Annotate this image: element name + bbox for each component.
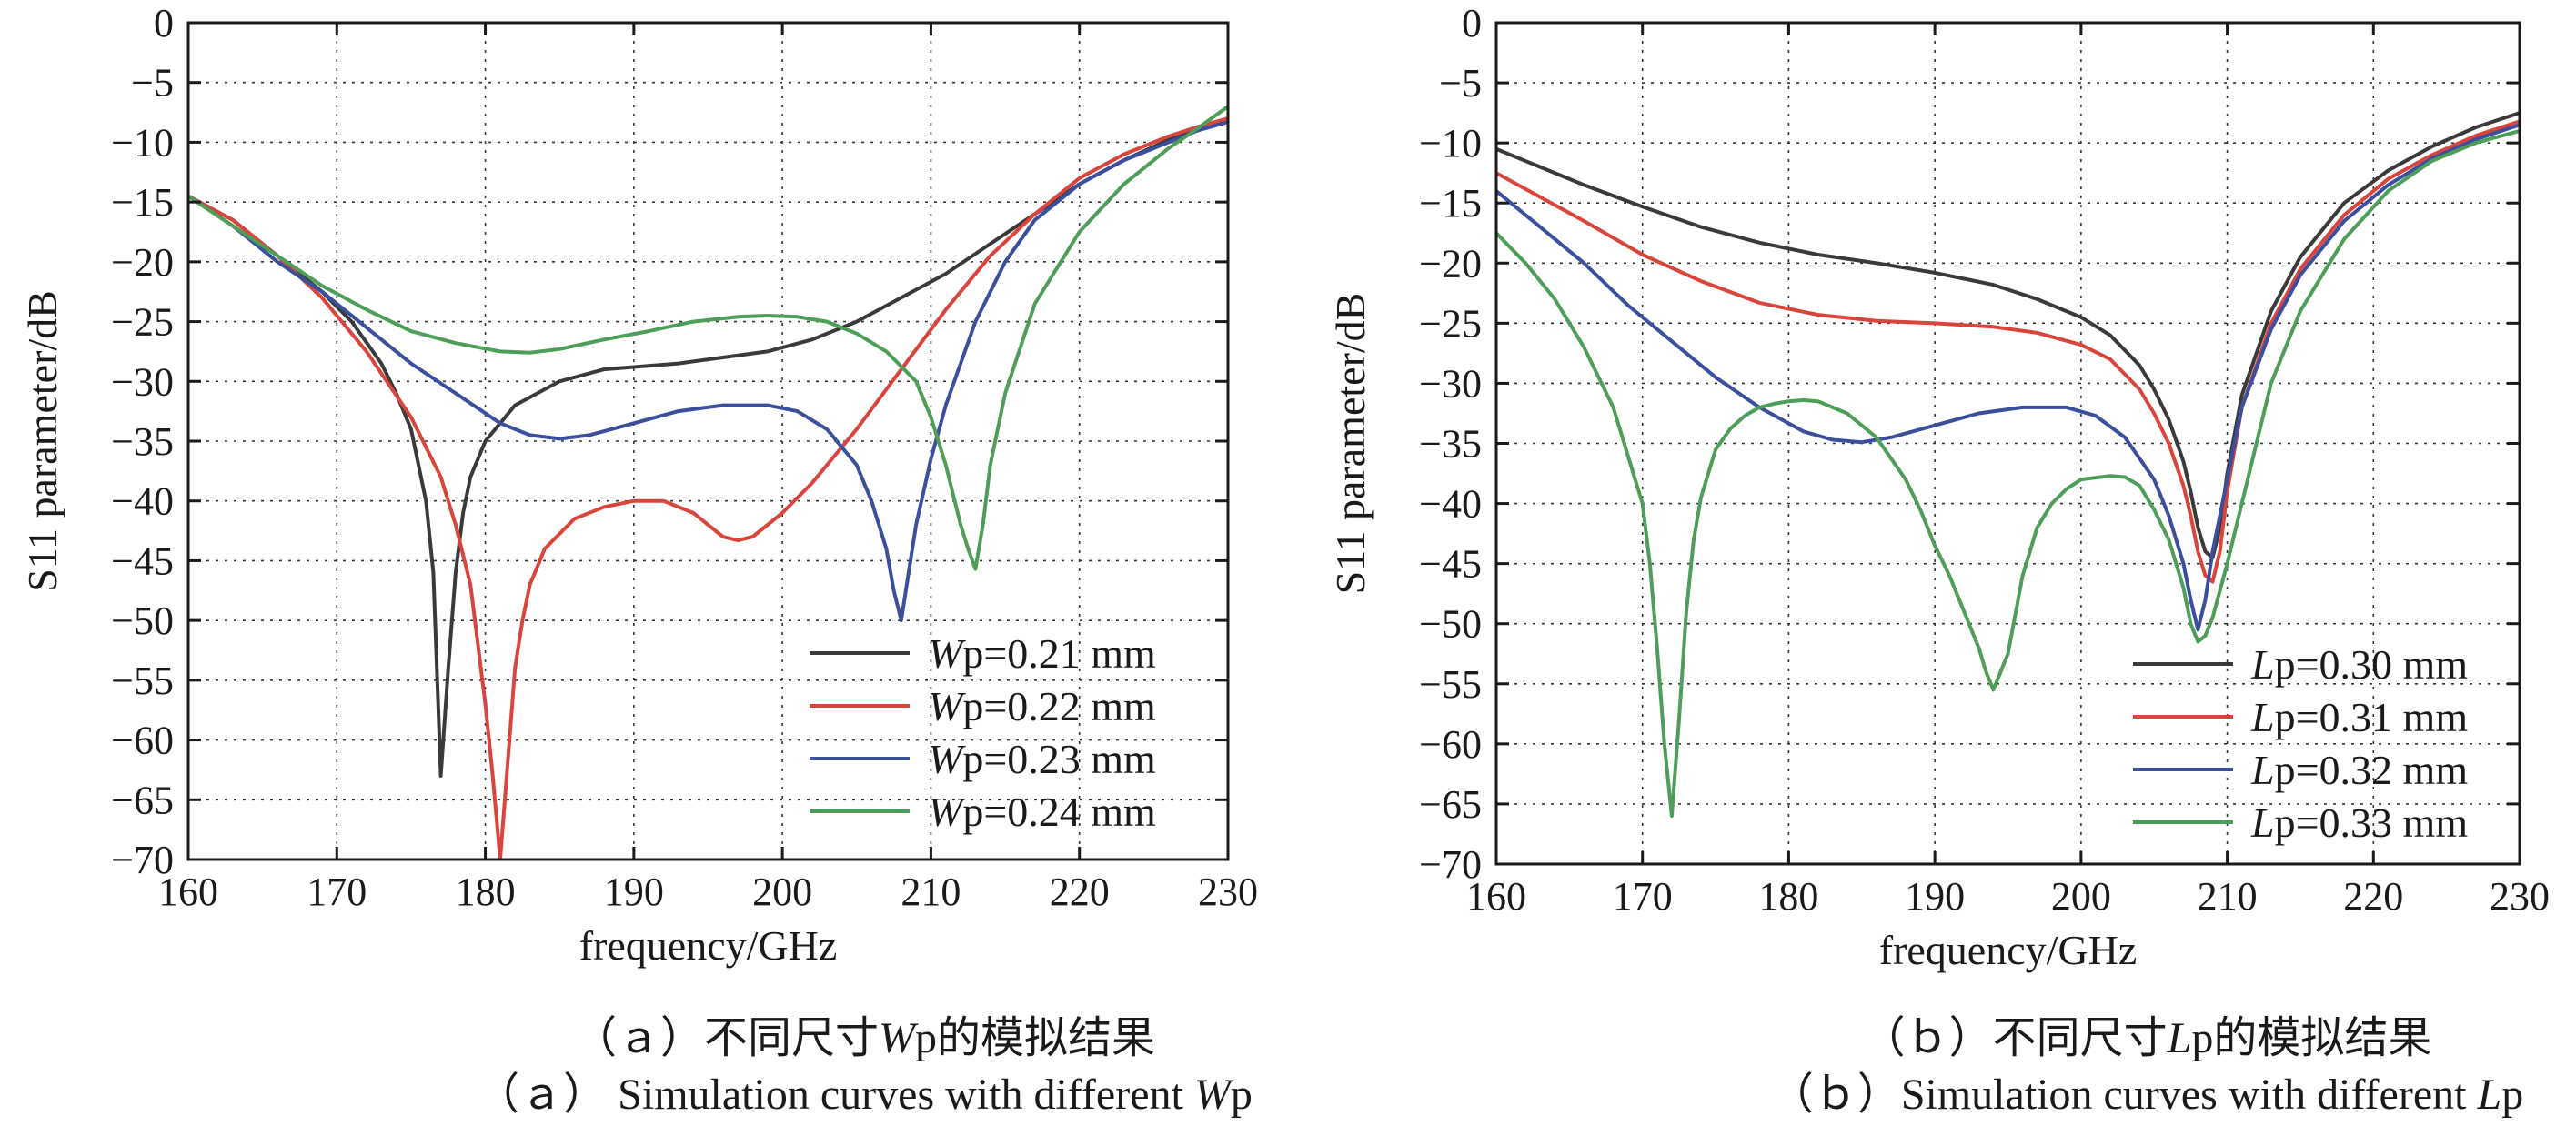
chart-panel-a: 160 170 180 190 200 210 220 230 0 −5 −10 −15 −20 −25 −… (19, 1, 1258, 969)
x-tick-label: 170 (307, 870, 367, 914)
x-axis-label: frequency/GHz (1879, 927, 2138, 973)
series-line-1 (1496, 111, 2520, 559)
series-line-4 (188, 105, 1228, 571)
legend-label-3: Lp=0.32 mm (2250, 747, 2468, 793)
y-axis-label: S11 parameter/dB (19, 290, 65, 592)
x-tick-label: 160 (1466, 874, 1526, 919)
chart-panel-b: 160 170 180 190 200 210 220 230 0 −5 −10 −15 −20 −25 −… (1327, 1, 2550, 973)
y-tick-label: −5 (1439, 61, 1482, 106)
series-line-2 (188, 116, 1228, 860)
y-tick-label: −20 (111, 240, 174, 285)
x-tick-label: 180 (456, 870, 516, 914)
series-line-4 (1496, 128, 2520, 819)
x-tick-label: 170 (1613, 874, 1673, 919)
y-tick-label: −45 (111, 538, 174, 583)
y-tick-label: −50 (111, 598, 174, 643)
series-line-3 (188, 120, 1228, 623)
series-line-3 (1496, 123, 2520, 632)
y-tick-label: −30 (111, 359, 174, 404)
legend-label-4: Wp=0.24 mm (928, 789, 1156, 835)
y-tick-label: −15 (1419, 181, 1482, 226)
y-tick-label: −45 (1419, 542, 1482, 587)
y-tick-label: −40 (1419, 482, 1482, 527)
y-tick-label: −30 (1419, 361, 1482, 406)
x-tick-label: 190 (604, 870, 664, 914)
y-tick-label: −55 (1419, 662, 1482, 707)
x-tick-label: 190 (1905, 874, 1965, 919)
legend-label-3: Wp=0.23 mm (928, 736, 1156, 782)
x-tick-label: 160 (158, 870, 218, 914)
x-tick-label: 220 (1050, 870, 1110, 914)
x-tick-label: 200 (752, 870, 812, 914)
legend-label-1: Lp=0.30 mm (2250, 641, 2468, 688)
legend-label-2: Wp=0.22 mm (928, 683, 1156, 729)
y-tick-label: −65 (111, 778, 174, 822)
y-tick-label: −65 (1419, 782, 1482, 827)
y-tick-label: −35 (1419, 422, 1482, 467)
y-tick-label: −60 (1419, 722, 1482, 767)
y-tick-label: −10 (1419, 121, 1482, 166)
y-tick-label: −20 (1419, 241, 1482, 286)
y-tick-label: −15 (111, 180, 174, 225)
x-axis-label: frequency/GHz (579, 922, 838, 969)
y-tick-label: 0 (1462, 1, 1482, 45)
y-tick-label: −55 (111, 659, 174, 703)
legend-label-4: Lp=0.33 mm (2250, 799, 2468, 846)
y-tick-label: −35 (111, 419, 174, 464)
y-tick-label: 0 (154, 1, 174, 45)
y-tick-label: −60 (111, 719, 174, 763)
y-tick-label: −5 (131, 61, 174, 106)
caption-b-english: （ｂ）Simulation curves with different Lp (1769, 1071, 2524, 1119)
x-tick-label: 210 (901, 870, 961, 914)
y-tick-label: −50 (1419, 602, 1482, 647)
x-tick-label: 200 (2051, 874, 2111, 919)
caption-b-chinese: （ｂ）不同尺寸Lp的模拟结果 (1861, 1014, 2432, 1062)
y-tick-label: −70 (1419, 842, 1482, 887)
series-line-1 (188, 116, 1228, 778)
legend-label-1: Wp=0.21 mm (928, 630, 1156, 677)
y-tick-label: −25 (111, 300, 174, 345)
x-tick-label: 230 (1198, 870, 1258, 914)
x-tick-label: 230 (2490, 874, 2550, 919)
caption-a-english: （ａ） Simulation curves with different Wp (476, 1071, 1253, 1119)
x-tick-label: 220 (2343, 874, 2403, 919)
y-tick-label: −40 (111, 479, 174, 524)
y-tick-label: −25 (1419, 301, 1482, 346)
y-axis-label: S11 parameter/dB (1327, 293, 1374, 595)
x-tick-label: 210 (2198, 874, 2258, 919)
caption-a-chinese: （ａ）不同尺寸Wp的模拟结果 (572, 1014, 1155, 1062)
x-tick-label: 180 (1758, 874, 1818, 919)
legend-label-2: Lp=0.31 mm (2250, 694, 2468, 740)
y-tick-label: −10 (111, 120, 174, 165)
series-line-2 (1496, 119, 2520, 584)
y-tick-label: −70 (111, 838, 174, 882)
